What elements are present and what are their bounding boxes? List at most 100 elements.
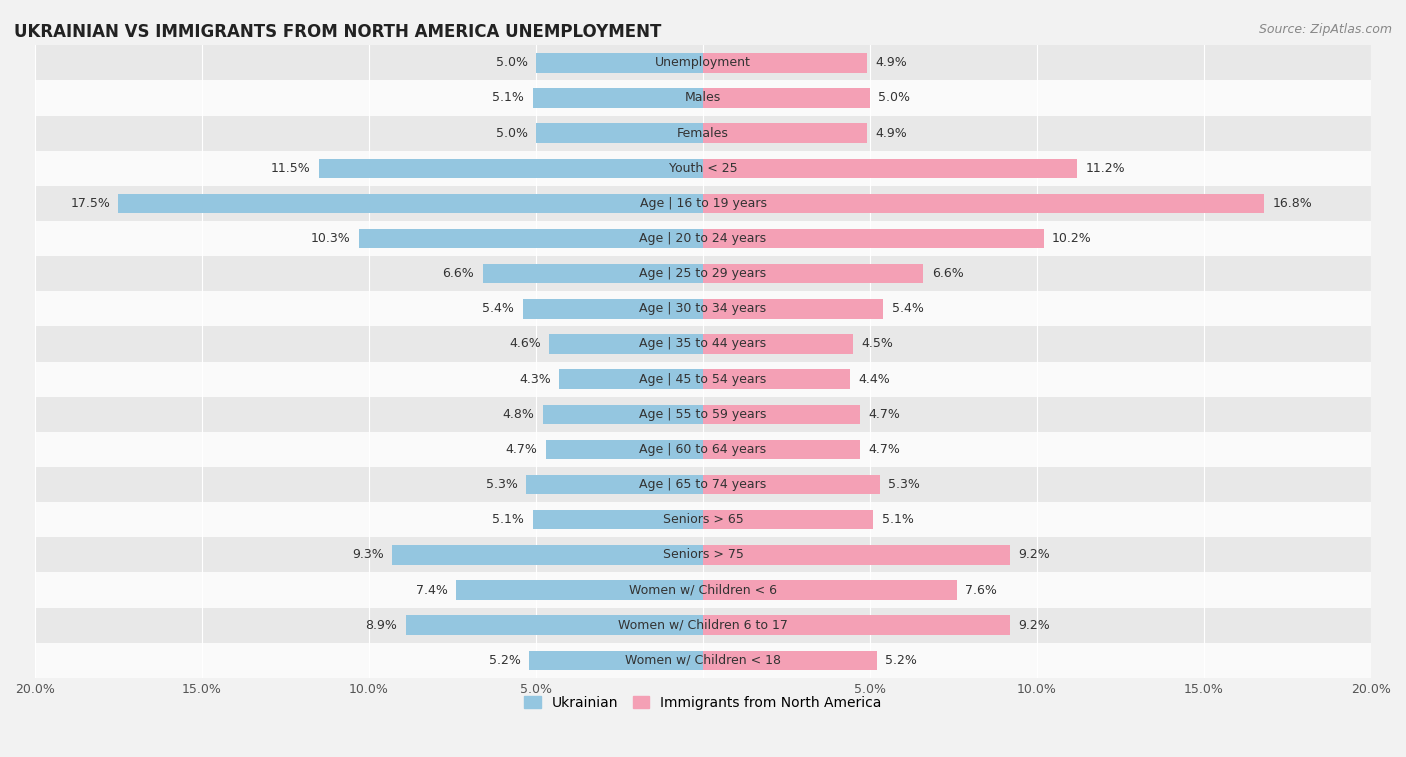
Bar (536, 123, 703, 143)
Text: 4.4%: 4.4% (858, 372, 890, 385)
Legend: Ukrainian, Immigrants from North America: Ukrainian, Immigrants from North America (519, 690, 887, 715)
Bar (703, 510, 873, 529)
Text: 6.6%: 6.6% (443, 267, 474, 280)
Bar (35, 502, 1371, 537)
Bar (35, 151, 1371, 186)
Text: 9.2%: 9.2% (1019, 548, 1050, 562)
Text: 5.3%: 5.3% (889, 478, 921, 491)
Bar (703, 194, 1264, 213)
Text: 4.9%: 4.9% (875, 56, 907, 70)
Text: 7.4%: 7.4% (416, 584, 447, 597)
Bar (35, 80, 1371, 116)
Bar (35, 45, 1371, 80)
Text: 5.1%: 5.1% (882, 513, 914, 526)
Text: 5.0%: 5.0% (496, 126, 527, 139)
Bar (526, 475, 703, 494)
Bar (703, 229, 1043, 248)
Text: 5.0%: 5.0% (496, 56, 527, 70)
Text: Youth < 25: Youth < 25 (669, 162, 737, 175)
Bar (35, 116, 1371, 151)
Bar (319, 159, 703, 178)
Text: Age | 16 to 19 years: Age | 16 to 19 years (640, 197, 766, 210)
Text: 16.8%: 16.8% (1272, 197, 1312, 210)
Bar (703, 369, 851, 389)
Bar (543, 405, 703, 424)
Bar (482, 264, 703, 283)
Text: 5.2%: 5.2% (884, 654, 917, 667)
Text: 5.3%: 5.3% (485, 478, 517, 491)
Text: Women w/ Children < 6: Women w/ Children < 6 (628, 584, 778, 597)
Text: 5.2%: 5.2% (489, 654, 522, 667)
Text: 9.2%: 9.2% (1019, 618, 1050, 631)
Text: Age | 30 to 34 years: Age | 30 to 34 years (640, 302, 766, 316)
Text: Age | 60 to 64 years: Age | 60 to 64 years (640, 443, 766, 456)
Text: 4.7%: 4.7% (869, 443, 900, 456)
Bar (533, 510, 703, 529)
Text: 8.9%: 8.9% (366, 618, 398, 631)
Text: 7.6%: 7.6% (965, 584, 997, 597)
Bar (359, 229, 703, 248)
Text: 5.1%: 5.1% (492, 92, 524, 104)
Text: 10.2%: 10.2% (1052, 232, 1092, 245)
Bar (35, 572, 1371, 608)
Text: 4.5%: 4.5% (862, 338, 894, 350)
Text: 4.3%: 4.3% (519, 372, 551, 385)
Bar (703, 123, 866, 143)
Text: 4.7%: 4.7% (506, 443, 537, 456)
Bar (703, 405, 860, 424)
Text: 11.5%: 11.5% (271, 162, 311, 175)
Bar (703, 299, 883, 319)
Bar (35, 326, 1371, 362)
Text: 17.5%: 17.5% (70, 197, 110, 210)
Bar (703, 159, 1077, 178)
Bar (546, 440, 703, 459)
Bar (533, 89, 703, 107)
Text: Source: ZipAtlas.com: Source: ZipAtlas.com (1258, 23, 1392, 36)
Bar (703, 53, 866, 73)
Bar (35, 186, 1371, 221)
Bar (35, 431, 1371, 467)
Text: Seniors > 65: Seniors > 65 (662, 513, 744, 526)
Bar (703, 335, 853, 354)
Bar (35, 467, 1371, 502)
Bar (523, 299, 703, 319)
Text: Age | 55 to 59 years: Age | 55 to 59 years (640, 408, 766, 421)
Bar (35, 362, 1371, 397)
Bar (703, 545, 1011, 565)
Text: Age | 45 to 54 years: Age | 45 to 54 years (640, 372, 766, 385)
Text: 4.6%: 4.6% (509, 338, 541, 350)
Text: Women w/ Children 6 to 17: Women w/ Children 6 to 17 (619, 618, 787, 631)
Bar (529, 650, 703, 670)
Text: 5.1%: 5.1% (492, 513, 524, 526)
Text: 4.8%: 4.8% (502, 408, 534, 421)
Text: Seniors > 75: Seniors > 75 (662, 548, 744, 562)
Text: 5.0%: 5.0% (879, 92, 910, 104)
Text: Females: Females (678, 126, 728, 139)
Bar (703, 581, 957, 600)
Text: 4.7%: 4.7% (869, 408, 900, 421)
Bar (118, 194, 703, 213)
Text: Unemployment: Unemployment (655, 56, 751, 70)
Bar (392, 545, 703, 565)
Text: 10.3%: 10.3% (311, 232, 350, 245)
Text: 5.4%: 5.4% (891, 302, 924, 316)
Bar (560, 369, 703, 389)
Bar (550, 335, 703, 354)
Bar (35, 537, 1371, 572)
Bar (703, 440, 860, 459)
Bar (35, 221, 1371, 256)
Bar (536, 53, 703, 73)
Text: 4.9%: 4.9% (875, 126, 907, 139)
Bar (35, 643, 1371, 678)
Text: Women w/ Children < 18: Women w/ Children < 18 (626, 654, 780, 667)
Bar (406, 615, 703, 635)
Text: Age | 20 to 24 years: Age | 20 to 24 years (640, 232, 766, 245)
Bar (703, 615, 1011, 635)
Text: 9.3%: 9.3% (353, 548, 384, 562)
Text: Age | 65 to 74 years: Age | 65 to 74 years (640, 478, 766, 491)
Bar (35, 397, 1371, 431)
Text: 5.4%: 5.4% (482, 302, 515, 316)
Bar (456, 581, 703, 600)
Text: 11.2%: 11.2% (1085, 162, 1125, 175)
Bar (35, 608, 1371, 643)
